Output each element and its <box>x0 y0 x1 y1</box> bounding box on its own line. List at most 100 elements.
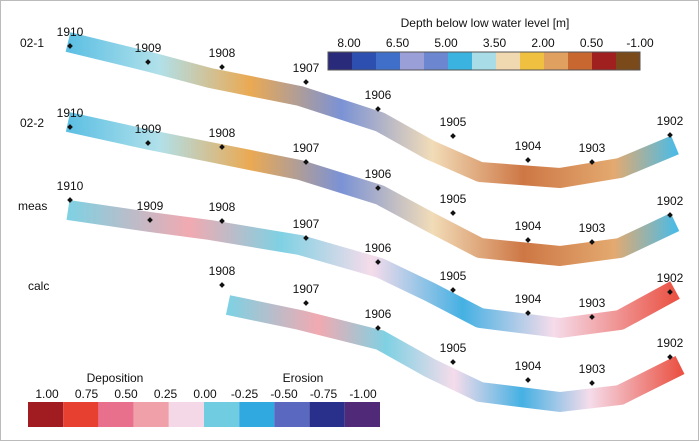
km-marker <box>667 354 673 360</box>
km-label: 1904 <box>515 359 542 373</box>
legend-label: -0.75 <box>310 387 338 401</box>
legend-swatch <box>274 402 310 427</box>
km-label: 1904 <box>515 219 542 233</box>
km-label: 1902 <box>657 271 684 285</box>
km-label: 1907 <box>293 61 320 75</box>
legend-label: 2.00 <box>531 36 555 50</box>
legend-label: 0.50 <box>114 387 138 401</box>
km-label: 1902 <box>657 336 684 350</box>
legend-swatch <box>98 402 134 427</box>
km-label: 1910 <box>57 25 84 39</box>
km-marker <box>303 235 309 241</box>
km-label: 1908 <box>209 200 236 214</box>
km-marker <box>219 64 225 70</box>
legend-swatch <box>328 52 352 70</box>
river <box>65 32 679 188</box>
km-marker <box>219 282 225 288</box>
legend-swatch <box>309 402 345 427</box>
km-label: 1910 <box>57 106 84 120</box>
km-label: 1907 <box>293 217 320 231</box>
km-label: 1906 <box>365 307 392 321</box>
legend-label: 0.25 <box>154 387 178 401</box>
legend-label: 1.00 <box>35 387 59 401</box>
km-marker <box>375 325 381 331</box>
legend-label: 0.00 <box>193 387 217 401</box>
legend-swatch <box>63 402 99 427</box>
km-marker <box>525 310 531 316</box>
km-marker <box>303 79 309 85</box>
km-label: 1909 <box>135 41 162 55</box>
legend-swatch <box>568 52 592 70</box>
km-label: 1905 <box>440 269 467 283</box>
km-marker <box>67 197 73 203</box>
km-marker <box>375 185 381 191</box>
km-marker <box>375 259 381 265</box>
km-label: 1908 <box>209 46 236 60</box>
km-marker <box>525 237 531 243</box>
km-label: 1908 <box>209 126 236 140</box>
legend-label: 0.75 <box>75 387 99 401</box>
km-marker <box>450 359 456 365</box>
legend-title: Erosion <box>283 371 324 385</box>
legend-swatch <box>344 402 380 427</box>
legend-swatch <box>168 402 204 427</box>
legend-label: -1.00 <box>349 387 377 401</box>
legend-swatch <box>544 52 568 70</box>
km-marker <box>450 287 456 293</box>
km-marker <box>667 132 673 138</box>
legend-border <box>327 51 641 71</box>
km-marker <box>450 133 456 139</box>
legend-label: 0.50 <box>580 36 604 50</box>
legend-swatch <box>592 52 616 70</box>
legend-title: Depth below low water level [m] <box>401 16 570 30</box>
km-marker <box>589 380 595 386</box>
km-label: 1905 <box>440 341 467 355</box>
km-marker <box>67 124 73 130</box>
river <box>66 200 680 338</box>
km-marker <box>450 210 456 216</box>
panel-label: calc <box>28 279 49 293</box>
km-marker <box>219 144 225 150</box>
legend-swatch <box>520 52 544 70</box>
legend-title: Deposition <box>87 371 144 385</box>
legend-swatch <box>496 52 520 70</box>
km-label: 1907 <box>293 141 320 155</box>
panel-label: 02-1 <box>20 36 44 50</box>
legend-swatch <box>204 402 240 427</box>
legend-label: 6.50 <box>386 36 410 50</box>
km-label: 1903 <box>579 221 606 235</box>
km-label: 1909 <box>135 122 162 136</box>
legend-swatch <box>133 402 169 427</box>
legend-label: 5.00 <box>434 36 458 50</box>
km-marker <box>667 212 673 218</box>
km-marker <box>589 159 595 165</box>
km-marker <box>303 159 309 165</box>
legend-swatch <box>352 52 376 70</box>
legend-swatch <box>472 52 496 70</box>
km-marker <box>219 218 225 224</box>
km-label: 1909 <box>137 199 164 213</box>
km-label: 1902 <box>657 114 684 128</box>
km-marker <box>375 106 381 112</box>
km-label: 1903 <box>579 141 606 155</box>
legend-swatch <box>28 402 64 427</box>
legend-swatch <box>400 52 424 70</box>
legend-swatch <box>376 52 400 70</box>
km-label: 1906 <box>365 88 392 102</box>
river <box>225 295 685 412</box>
legend-swatch <box>616 52 640 70</box>
km-label: 1902 <box>657 194 684 208</box>
legend-swatch <box>239 402 275 427</box>
km-label: 1904 <box>515 292 542 306</box>
km-marker <box>525 157 531 163</box>
legend-swatch <box>424 52 448 70</box>
km-label: 1907 <box>293 282 320 296</box>
km-marker <box>525 377 531 383</box>
legend-label: -0.50 <box>270 387 298 401</box>
km-label: 1908 <box>209 264 236 278</box>
km-marker <box>589 239 595 245</box>
km-label: 1910 <box>57 179 84 193</box>
km-label: 1903 <box>579 362 606 376</box>
km-label: 1906 <box>365 167 392 181</box>
